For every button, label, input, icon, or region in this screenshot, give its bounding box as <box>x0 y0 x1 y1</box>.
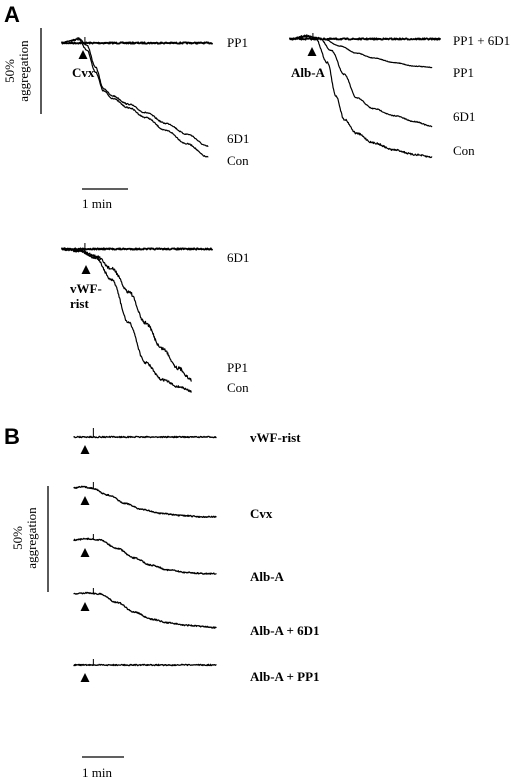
time-scale-label-b: 1 min <box>82 765 112 780</box>
agonist-label-cvx: Cvx <box>72 65 95 80</box>
aggregation-scale-label-a: 50%aggregation <box>2 40 31 102</box>
trace-cvx-con <box>61 38 209 158</box>
series-label-b-alb-a-6d1: Alb-A + 6D1 <box>250 623 320 638</box>
series-label-cvx-6d1: 6D1 <box>227 131 249 146</box>
series-label-cvx-con: Con <box>227 153 249 168</box>
trace-b-vwf-rist <box>73 435 217 439</box>
trace-vwf-rist-con <box>61 247 192 393</box>
trace-b-alb-a-6d1 <box>73 591 217 629</box>
arrow-icon-b-cvx <box>80 496 90 505</box>
panel-label-a: A <box>4 2 20 27</box>
trace-b-cvx <box>73 485 217 519</box>
time-scale-label-a: 1 min <box>82 196 112 211</box>
trace-alb-a-pp1-6d1 <box>289 37 441 41</box>
trace-alb-a-con <box>289 34 433 159</box>
series-label-b-cvx: Cvx <box>250 506 273 521</box>
panel-label-b: B <box>4 424 20 449</box>
series-label-vwf-rist-con: Con <box>227 380 249 395</box>
agonist-label-alb-a: Alb-A <box>291 65 326 80</box>
arrow-icon-b-alb-a-pp1 <box>80 673 90 682</box>
arrow-icon-cvx <box>78 50 88 59</box>
series-label-alb-a-pp1: PP1 <box>453 65 474 80</box>
trace-cvx-6d1 <box>61 37 209 147</box>
trace-b-alb-a-pp1 <box>73 663 217 667</box>
arrow-icon-vwf-rist <box>81 265 91 274</box>
series-label-vwf-rist-6d1: 6D1 <box>227 250 249 265</box>
aggregation-scale-label-b: 50%aggregation <box>10 507 39 569</box>
arrow-icon-b-vwf-rist <box>80 445 90 454</box>
plot-a-vwf-rist: 6D1 PP1 Con vWF-rist <box>61 243 249 395</box>
plot-a-cvx: PP1 6D1 Con Cvx <box>61 35 249 168</box>
arrow-icon-b-alb-a-6d1 <box>80 602 90 611</box>
plot-a-alb-a: PP1 + 6D1 PP1 6D1 Con Alb-A <box>289 33 510 159</box>
agonist-label-vwf-rist: vWF-rist <box>70 281 102 311</box>
trace-alb-a-6d1 <box>289 35 433 128</box>
trace-vwf-rist-6d1 <box>61 247 213 251</box>
arrow-icon-alb-a <box>307 47 317 56</box>
series-label-alb-a-6d1: 6D1 <box>453 109 475 124</box>
series-label-alb-a-pp1-6d1: PP1 + 6D1 <box>453 33 510 48</box>
plot-b: vWF-rist Cvx Alb-A Alb-A + 6D1 Alb-A + PP1 <box>73 428 320 684</box>
series-label-vwf-rist-pp1: PP1 <box>227 360 248 375</box>
series-label-cvx-pp1: PP1 <box>227 35 248 50</box>
series-label-b-alb-a-pp1: Alb-A + PP1 <box>250 669 320 684</box>
trace-cvx-pp1 <box>61 41 213 45</box>
trace-vwf-rist-pp1 <box>61 247 192 382</box>
series-label-alb-a-con: Con <box>453 143 475 158</box>
series-label-b-alb-a: Alb-A <box>250 569 285 584</box>
series-label-b-vwf-rist: vWF-rist <box>250 430 301 445</box>
arrow-icon-b-alb-a <box>80 548 90 557</box>
trace-b-alb-a <box>73 537 217 575</box>
